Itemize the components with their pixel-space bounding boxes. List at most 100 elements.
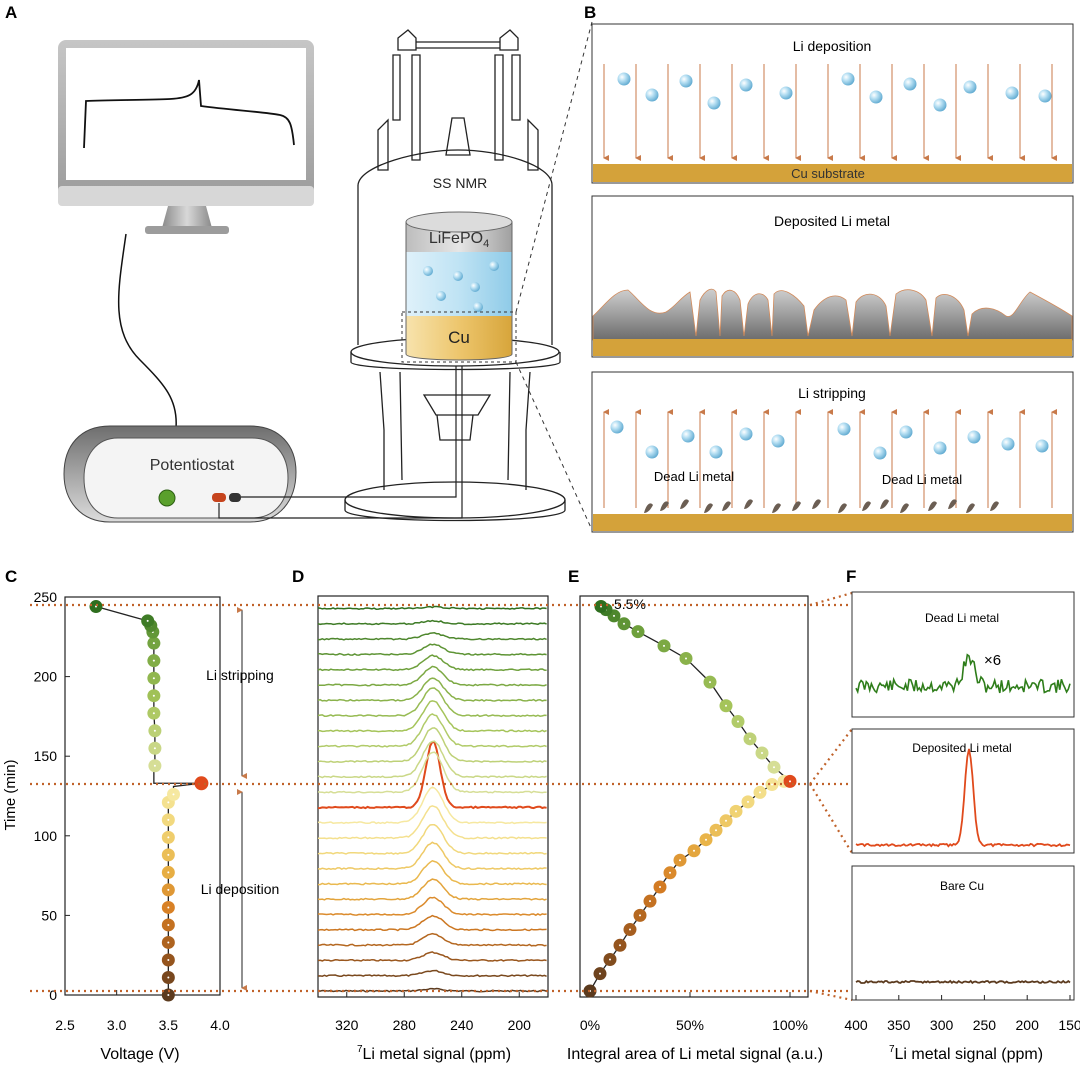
b-deposition-title: Li deposition [793,38,872,54]
d-spectrum-trace [317,654,547,672]
dead-li-fragment [680,499,689,509]
cell-cylinder: LiFePO4 Cu [405,211,513,361]
li-ion-icon [933,98,947,112]
li-ion-icon [681,429,695,443]
c-point-center [167,818,170,821]
c-ytick-label: 100 [34,828,58,844]
e-point-center [609,958,611,961]
li-ion-icon [779,86,793,100]
dead-li-fragment [862,501,871,511]
d-spectrum-trace [317,805,547,840]
e-point-center [725,704,727,707]
b-dead-li-right: Dead Li metal [882,472,962,487]
e-point-center [759,791,761,794]
li-ion-icon [739,427,753,441]
b-stripping-ions [610,420,1049,460]
c-point-center [146,619,149,622]
b-stripping-arrows [603,409,1057,508]
dead-li-fragment [948,499,957,509]
dead-li-fragment [880,499,889,509]
d-xtick-label: 320 [335,1017,359,1033]
e-point-center [737,720,739,723]
li-ion-icon [739,78,753,92]
dead-li-fragment [990,501,999,511]
c-xlabel: Voltage (V) [100,1046,179,1063]
li-ion-icon [899,425,913,439]
c-deposition-label: Li deposition [201,881,280,897]
li-ion-icon [645,445,659,459]
li-ion-icon [645,88,659,102]
panel-letter-e: E [568,567,579,586]
d-spectrum-trace [317,932,547,947]
panel-letter-f: F [846,567,856,586]
li-ion-icon [771,434,785,448]
potentiostat-label: Potentiostat [150,457,235,474]
e-point-center [789,780,791,783]
li-ion-icon [1035,439,1049,453]
d-spectrum-trace [317,619,547,626]
c-point-center [152,694,155,697]
dead-li-fragment [722,501,731,511]
b-deposition-ions [617,72,1052,112]
f-xtick-label: 400 [844,1017,868,1033]
d-spectrum-trace [317,841,547,871]
e-point-center [705,838,707,841]
li-ion-icon [679,74,693,88]
e-point-center [773,766,775,769]
dead-li-fragment [812,499,821,509]
e-point-center [693,849,695,852]
li-ion-group [423,261,499,312]
b-cu-substrate-label: Cu substrate [791,166,865,181]
b-cu-substrate-3 [593,514,1072,531]
f-xtick-label: 300 [930,1017,954,1033]
f-dead-box [851,591,1075,718]
li-ion-icon [1005,86,1019,100]
dead-li-fragment [704,503,713,513]
e-xlabel: Integral area of Li metal signal (a.u.) [567,1046,823,1063]
li-ion-icon [837,422,851,436]
anode-label: Cu [448,328,470,347]
e-annotation: 5.5% [614,596,646,612]
dead-li-fragment [792,501,801,511]
monitor-cable [117,233,177,429]
c-point-center [167,853,170,856]
d-xtick-label: 200 [508,1017,532,1033]
d-spectrum-trace [317,878,547,901]
e-point-center [637,630,639,633]
d-spectrum-trace [317,677,547,702]
c-point-center [153,764,156,767]
c-point-center [167,871,170,874]
c-point-center [167,994,170,996]
c-ytick-label: 0 [49,987,57,1003]
b-dead-li-left: Dead Li metal [654,469,734,484]
e-point-center [623,622,625,625]
e-point-center [669,871,671,874]
c-ytick-label: 250 [34,589,58,605]
d-spectrum-trace [317,751,547,794]
c-point-center [167,836,170,839]
c-point-center [167,923,170,926]
c-point-center [167,888,170,891]
d-spectrum-trace [318,632,547,641]
e-point-center [639,914,641,917]
potentiostat-icon: Potentiostat [63,425,297,523]
nmr-label: SS NMR [433,175,487,191]
li-ion-icon [967,430,981,444]
dead-li-fragment [966,503,975,513]
e-xtick-label: 0% [580,1017,600,1033]
e-point-center [725,819,727,822]
c-ytick-label: 200 [34,669,58,685]
e-point-center [685,657,687,660]
e-xtick-label: 50% [676,1017,704,1033]
li-ion-icon [903,77,917,91]
c-xtick-label: 4.0 [210,1017,230,1033]
b-deposited-title: Deposited Li metal [774,213,890,229]
power-knob-icon [158,489,176,507]
c-point-center [152,712,155,715]
b-deposition-arrows [603,64,1057,161]
f-dead-title: Dead Li metal [925,611,999,625]
red-connector-icon [212,493,226,502]
c-max-point [194,776,209,791]
d-spectrum-trace [317,727,547,763]
f-bare-box [851,865,1075,1001]
